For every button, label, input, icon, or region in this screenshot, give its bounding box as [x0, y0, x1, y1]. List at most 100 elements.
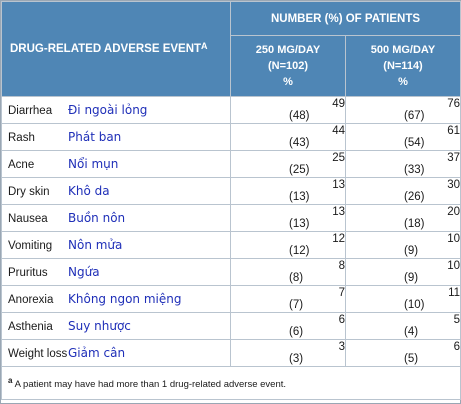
event-cell: Asthenia Suy nhược	[1, 312, 231, 340]
event-name-english: Diarrhea	[8, 105, 53, 117]
count-500mg: 30	[447, 179, 461, 191]
count-500mg-cell: 76 (67)	[344, 96, 461, 124]
count-250mg-cell: 44 (43)	[230, 123, 346, 151]
count-500mg: 10	[447, 233, 461, 245]
event-cell: Acne Nổi mụn	[1, 150, 231, 178]
event-cell: Nausea Buồn nôn	[1, 204, 231, 232]
percent-250mg: (43)	[289, 137, 310, 149]
count-500mg-cell: 10 (9)	[344, 258, 461, 286]
table-row: Acne Nổi mụn 25 (25) 37 (33)	[1, 150, 461, 178]
event-cell: Vomiting Nôn mửa	[1, 231, 231, 259]
count-250mg: 6	[338, 314, 345, 326]
percent-250mg: (13)	[289, 191, 310, 203]
header-patients-group: NUMBER (%) OF PATIENTS	[229, 1, 461, 36]
event-cell: Rash Phát ban	[1, 123, 231, 151]
count-250mg: 3	[338, 341, 345, 353]
count-250mg: 8	[338, 260, 345, 272]
event-name-english: Anorexia	[8, 294, 54, 306]
count-250mg: 44	[332, 125, 345, 137]
count-250mg: 13	[332, 179, 345, 191]
percent-500mg: (26)	[404, 191, 425, 203]
event-name-english: Nausea	[8, 213, 48, 225]
percent-500mg: (67)	[404, 110, 425, 122]
count-250mg-cell: 6 (6)	[230, 312, 346, 340]
count-500mg-cell: 37 (33)	[344, 150, 461, 178]
percent-500mg: (4)	[404, 326, 419, 338]
table-row: Vomiting Nôn mửa 12 (12) 10 (9)	[1, 231, 461, 259]
percent-250mg: (3)	[289, 353, 304, 365]
event-name-english: Rash	[8, 132, 35, 144]
event-name-vietnamese: Suy nhược	[68, 319, 131, 333]
event-name-vietnamese: Khô da	[68, 184, 110, 198]
count-250mg-cell: 13 (13)	[230, 177, 346, 205]
percent-250mg: (7)	[289, 299, 304, 311]
count-500mg-cell: 11 (10)	[344, 285, 461, 313]
event-name-vietnamese: Nôn mửa	[68, 238, 123, 252]
count-500mg-cell: 30 (26)	[344, 177, 461, 205]
percent-500mg: (9)	[404, 272, 419, 284]
count-500mg: 61	[447, 125, 461, 137]
count-500mg: 37	[447, 152, 461, 164]
count-250mg: 13	[332, 206, 345, 218]
header-500mg-dose: 500 MG/DAY	[370, 44, 436, 56]
header-250mg-dose: 250 MG/DAY	[255, 44, 321, 56]
header-event-footnote-marker: A	[201, 41, 208, 51]
table-row: Nausea Buồn nôn 13 (13) 20 (18)	[1, 204, 461, 232]
percent-500mg: (18)	[404, 218, 425, 230]
count-500mg: 10	[447, 260, 461, 272]
footnote-text: A patient may have had more than 1 drug-…	[14, 379, 287, 391]
count-500mg: 76	[447, 98, 461, 110]
count-500mg-cell: 61 (54)	[344, 123, 461, 151]
header-500mg-unit: %	[398, 76, 408, 88]
event-name-vietnamese: Ngứa	[68, 265, 100, 279]
count-250mg-cell: 3 (3)	[230, 339, 346, 367]
event-cell: Dry skin Khô da	[1, 177, 231, 205]
event-cell: Weight lossGiảm cân	[1, 339, 231, 367]
header-250mg-unit: %	[283, 76, 293, 88]
percent-250mg: (8)	[289, 272, 304, 284]
count-250mg: 7	[338, 287, 345, 299]
header-event-label: DRUG-RELATED ADVERSE EVENT	[10, 43, 202, 55]
percent-250mg: (48)	[289, 110, 310, 122]
percent-500mg: (54)	[404, 137, 425, 149]
header-event-column: DRUG-RELATED ADVERSE EVENTA	[1, 1, 231, 97]
event-cell: Diarrhea Đi ngoài lỏng	[1, 96, 231, 124]
event-cell: Anorexia Không ngon miệng	[1, 285, 231, 313]
table-row: Anorexia Không ngon miệng 7 (7) 11 (10)	[1, 285, 461, 313]
table-row: Pruritus Ngứa 8 (8) 10 (9)	[1, 258, 461, 286]
table-row: Asthenia Suy nhược 6 (6) 5 (4)	[1, 312, 461, 340]
percent-250mg: (12)	[289, 245, 310, 257]
event-cell: Pruritus Ngứa	[1, 258, 231, 286]
count-500mg-cell: 10 (9)	[344, 231, 461, 259]
count-500mg: 5	[453, 314, 461, 326]
event-name-vietnamese: Không ngon miệng	[68, 292, 182, 306]
percent-500mg: (5)	[404, 353, 419, 365]
percent-500mg: (33)	[404, 164, 425, 176]
header-250mg-column: 250 MG/DAY (N=102) %	[230, 35, 346, 97]
table-row: Rash Phát ban 44 (43) 61 (54)	[1, 123, 461, 151]
percent-500mg: (9)	[404, 245, 419, 257]
event-name-english: Weight loss	[8, 348, 68, 360]
count-500mg: 11	[448, 287, 461, 299]
count-500mg: 20	[447, 206, 461, 218]
percent-250mg: (13)	[289, 218, 310, 230]
event-name-english: Pruritus	[8, 267, 48, 279]
event-name-english: Asthenia	[8, 321, 53, 333]
count-500mg-cell: 20 (18)	[344, 204, 461, 232]
table-footnote: a A patient may have had more than 1 dru…	[0, 366, 461, 400]
event-name-vietnamese: Giảm cân	[68, 346, 126, 360]
event-name-english: Vomiting	[8, 240, 53, 252]
count-500mg: 6	[453, 341, 461, 353]
count-250mg: 49	[332, 98, 345, 110]
event-name-vietnamese: Phát ban	[68, 130, 122, 144]
count-250mg: 12	[332, 233, 345, 245]
event-name-english: Acne	[8, 159, 35, 171]
header-500mg-n: (N=114)	[383, 60, 423, 72]
count-250mg-cell: 12 (12)	[230, 231, 346, 259]
count-500mg-cell: 5 (4)	[344, 312, 461, 340]
table-row: Diarrhea Đi ngoài lỏng 49 (48) 76 (67)	[1, 96, 461, 124]
header-250mg-n: (N=102)	[267, 60, 309, 72]
percent-250mg: (25)	[289, 164, 310, 176]
